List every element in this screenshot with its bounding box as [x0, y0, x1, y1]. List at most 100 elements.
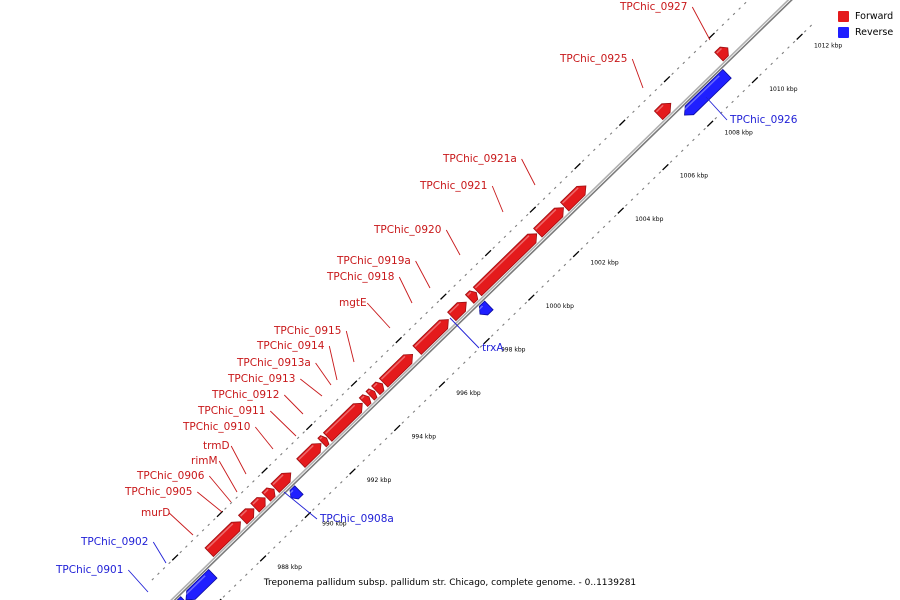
minor-tick [267, 551, 270, 555]
minor-tick [518, 307, 522, 310]
minor-tick [323, 497, 326, 500]
gene-arrow-tpchic-0927[interactable] [714, 46, 729, 62]
gene-highlight [272, 474, 284, 486]
gene-arrow-tpchic-0925[interactable] [653, 102, 672, 121]
gene-arrow-trxa[interactable] [478, 300, 494, 316]
minor-tick [423, 399, 427, 403]
gene-label[interactable]: TPChic_0918 [326, 271, 394, 283]
gene-arrow-tpchic-0914[interactable] [371, 381, 385, 396]
gene-arrow-tpchic-0919a[interactable] [464, 290, 479, 304]
gene-arrow-trmd[interactable] [270, 472, 292, 493]
gene-label[interactable]: TPChic_0926 [729, 114, 798, 126]
minor-tick [229, 501, 233, 505]
tick-label: 1004 kbp [635, 216, 663, 223]
gene-arrow-mgte[interactable] [412, 319, 449, 355]
leader-line [218, 460, 238, 493]
gene-label[interactable]: TPChic_0921a [442, 153, 517, 165]
gene-arrow-tpchic-0920[interactable] [472, 233, 538, 297]
legend: Forward Reverse [838, 8, 893, 40]
minor-tick [475, 262, 479, 266]
gene-label[interactable]: TPChic_0912 [211, 389, 279, 401]
gene-highlight [535, 209, 557, 230]
minor-tick [764, 68, 768, 71]
minor-tick [470, 268, 473, 271]
gene-label[interactable]: TPChic_0913 [227, 373, 295, 385]
minor-tick [358, 376, 361, 380]
gene-labels: TPChic_0901 TPChic_0902 murD TPChic_0905 TPC… [55, 1, 798, 593]
gene-label[interactable]: TPChic_0927 [619, 1, 687, 13]
gene-label[interactable]: TPChic_0901 [55, 564, 123, 576]
minor-tick [185, 545, 188, 548]
gene-arrow-tpchic-0911[interactable] [317, 435, 330, 448]
minor-tick [302, 431, 305, 434]
tick-label: 996 kbp [456, 390, 481, 397]
gene-label[interactable]: TPChic_0910 [182, 421, 250, 433]
gene-label[interactable]: TPChic_0906 [136, 470, 205, 482]
minor-tick [507, 318, 511, 321]
leader-line [168, 512, 194, 536]
minor-tick [721, 23, 725, 27]
minor-tick [319, 414, 322, 418]
gene-arrow-rimm[interactable] [261, 487, 276, 502]
tick-label: 1010 kbp [769, 86, 797, 93]
minor-tick [727, 18, 730, 21]
minor-tick [541, 285, 544, 288]
gene-arrow-tpchic-0912[interactable] [322, 402, 363, 442]
gene-arrow-tpchic-0913[interactable] [358, 394, 372, 408]
minor-tick [552, 274, 555, 278]
gene-label[interactable]: TPChic_0915 [273, 325, 341, 337]
minor-tick [781, 51, 785, 55]
gene-arrow-tpchic-0906[interactable] [250, 497, 266, 513]
minor-tick [418, 405, 421, 408]
gene-highlight [562, 187, 579, 204]
major-tick [349, 468, 356, 475]
gene-arrow-tpchic-0918[interactable] [447, 301, 467, 322]
gene-label[interactable]: trmD [203, 440, 230, 452]
minor-tick [317, 502, 321, 506]
minor-tick [787, 46, 790, 49]
gene-label[interactable]: TPChic_0911 [197, 405, 265, 417]
gene-label[interactable]: TPChic_0905 [124, 486, 192, 498]
gene-highlight [681, 75, 720, 113]
gene-arrow-tpchic-0921a[interactable] [559, 185, 587, 212]
gene-arrow-tpchic-0905[interactable] [237, 508, 255, 525]
gene-label[interactable]: rimM [191, 455, 218, 467]
minor-tick [736, 95, 740, 98]
gene-highlight [466, 291, 472, 297]
gene-label[interactable]: mgtE [339, 297, 367, 309]
gene-label[interactable]: murD [141, 507, 170, 519]
minor-tick [565, 175, 568, 179]
minor-tick [356, 464, 360, 468]
gene-arrow-tpchic-0915[interactable] [378, 353, 414, 388]
minor-tick [457, 366, 460, 370]
gene-arrow-tpchic-0913a[interactable] [365, 388, 378, 401]
gene-highlight [449, 303, 460, 314]
leader-line [449, 317, 480, 349]
minor-tick [703, 127, 706, 131]
gene-label[interactable]: TPChic_0908a [319, 513, 394, 525]
gene-label[interactable]: TPChic_0914 [256, 340, 325, 352]
gene-arrow-tpchic-0910[interactable] [296, 443, 322, 468]
gene-label[interactable]: TPChic_0921 [419, 180, 487, 192]
gene-label[interactable]: TPChic_0925 [559, 53, 627, 65]
minor-tick [731, 100, 734, 104]
gene-label[interactable]: TPChic_0920 [373, 224, 441, 236]
minor-tick [412, 410, 416, 413]
minor-tick [553, 186, 557, 190]
forward-swatch [838, 10, 849, 22]
gene-label[interactable]: TPChic_0902 [80, 536, 148, 548]
gene-arrow-tpchic-0921[interactable] [533, 207, 564, 238]
minor-tick [625, 203, 628, 207]
minor-tick [250, 568, 254, 571]
tick-label: 994 kbp [412, 434, 437, 441]
minor-tick [222, 595, 226, 598]
gene-arrow-tpchic-0908a[interactable] [289, 485, 304, 500]
gene-arrow-tpchic-0926[interactable] [684, 68, 732, 116]
gene-label[interactable]: trxA [482, 342, 504, 354]
gene-arrow-tpchic-0902[interactable] [176, 596, 189, 600]
gene-label[interactable]: TPChic_0919a [336, 255, 411, 267]
gene-label[interactable]: TPChic_0913a [236, 357, 311, 369]
major-tick [261, 467, 268, 474]
minor-tick [380, 355, 384, 358]
gene-arrow-murd[interactable] [204, 521, 241, 558]
